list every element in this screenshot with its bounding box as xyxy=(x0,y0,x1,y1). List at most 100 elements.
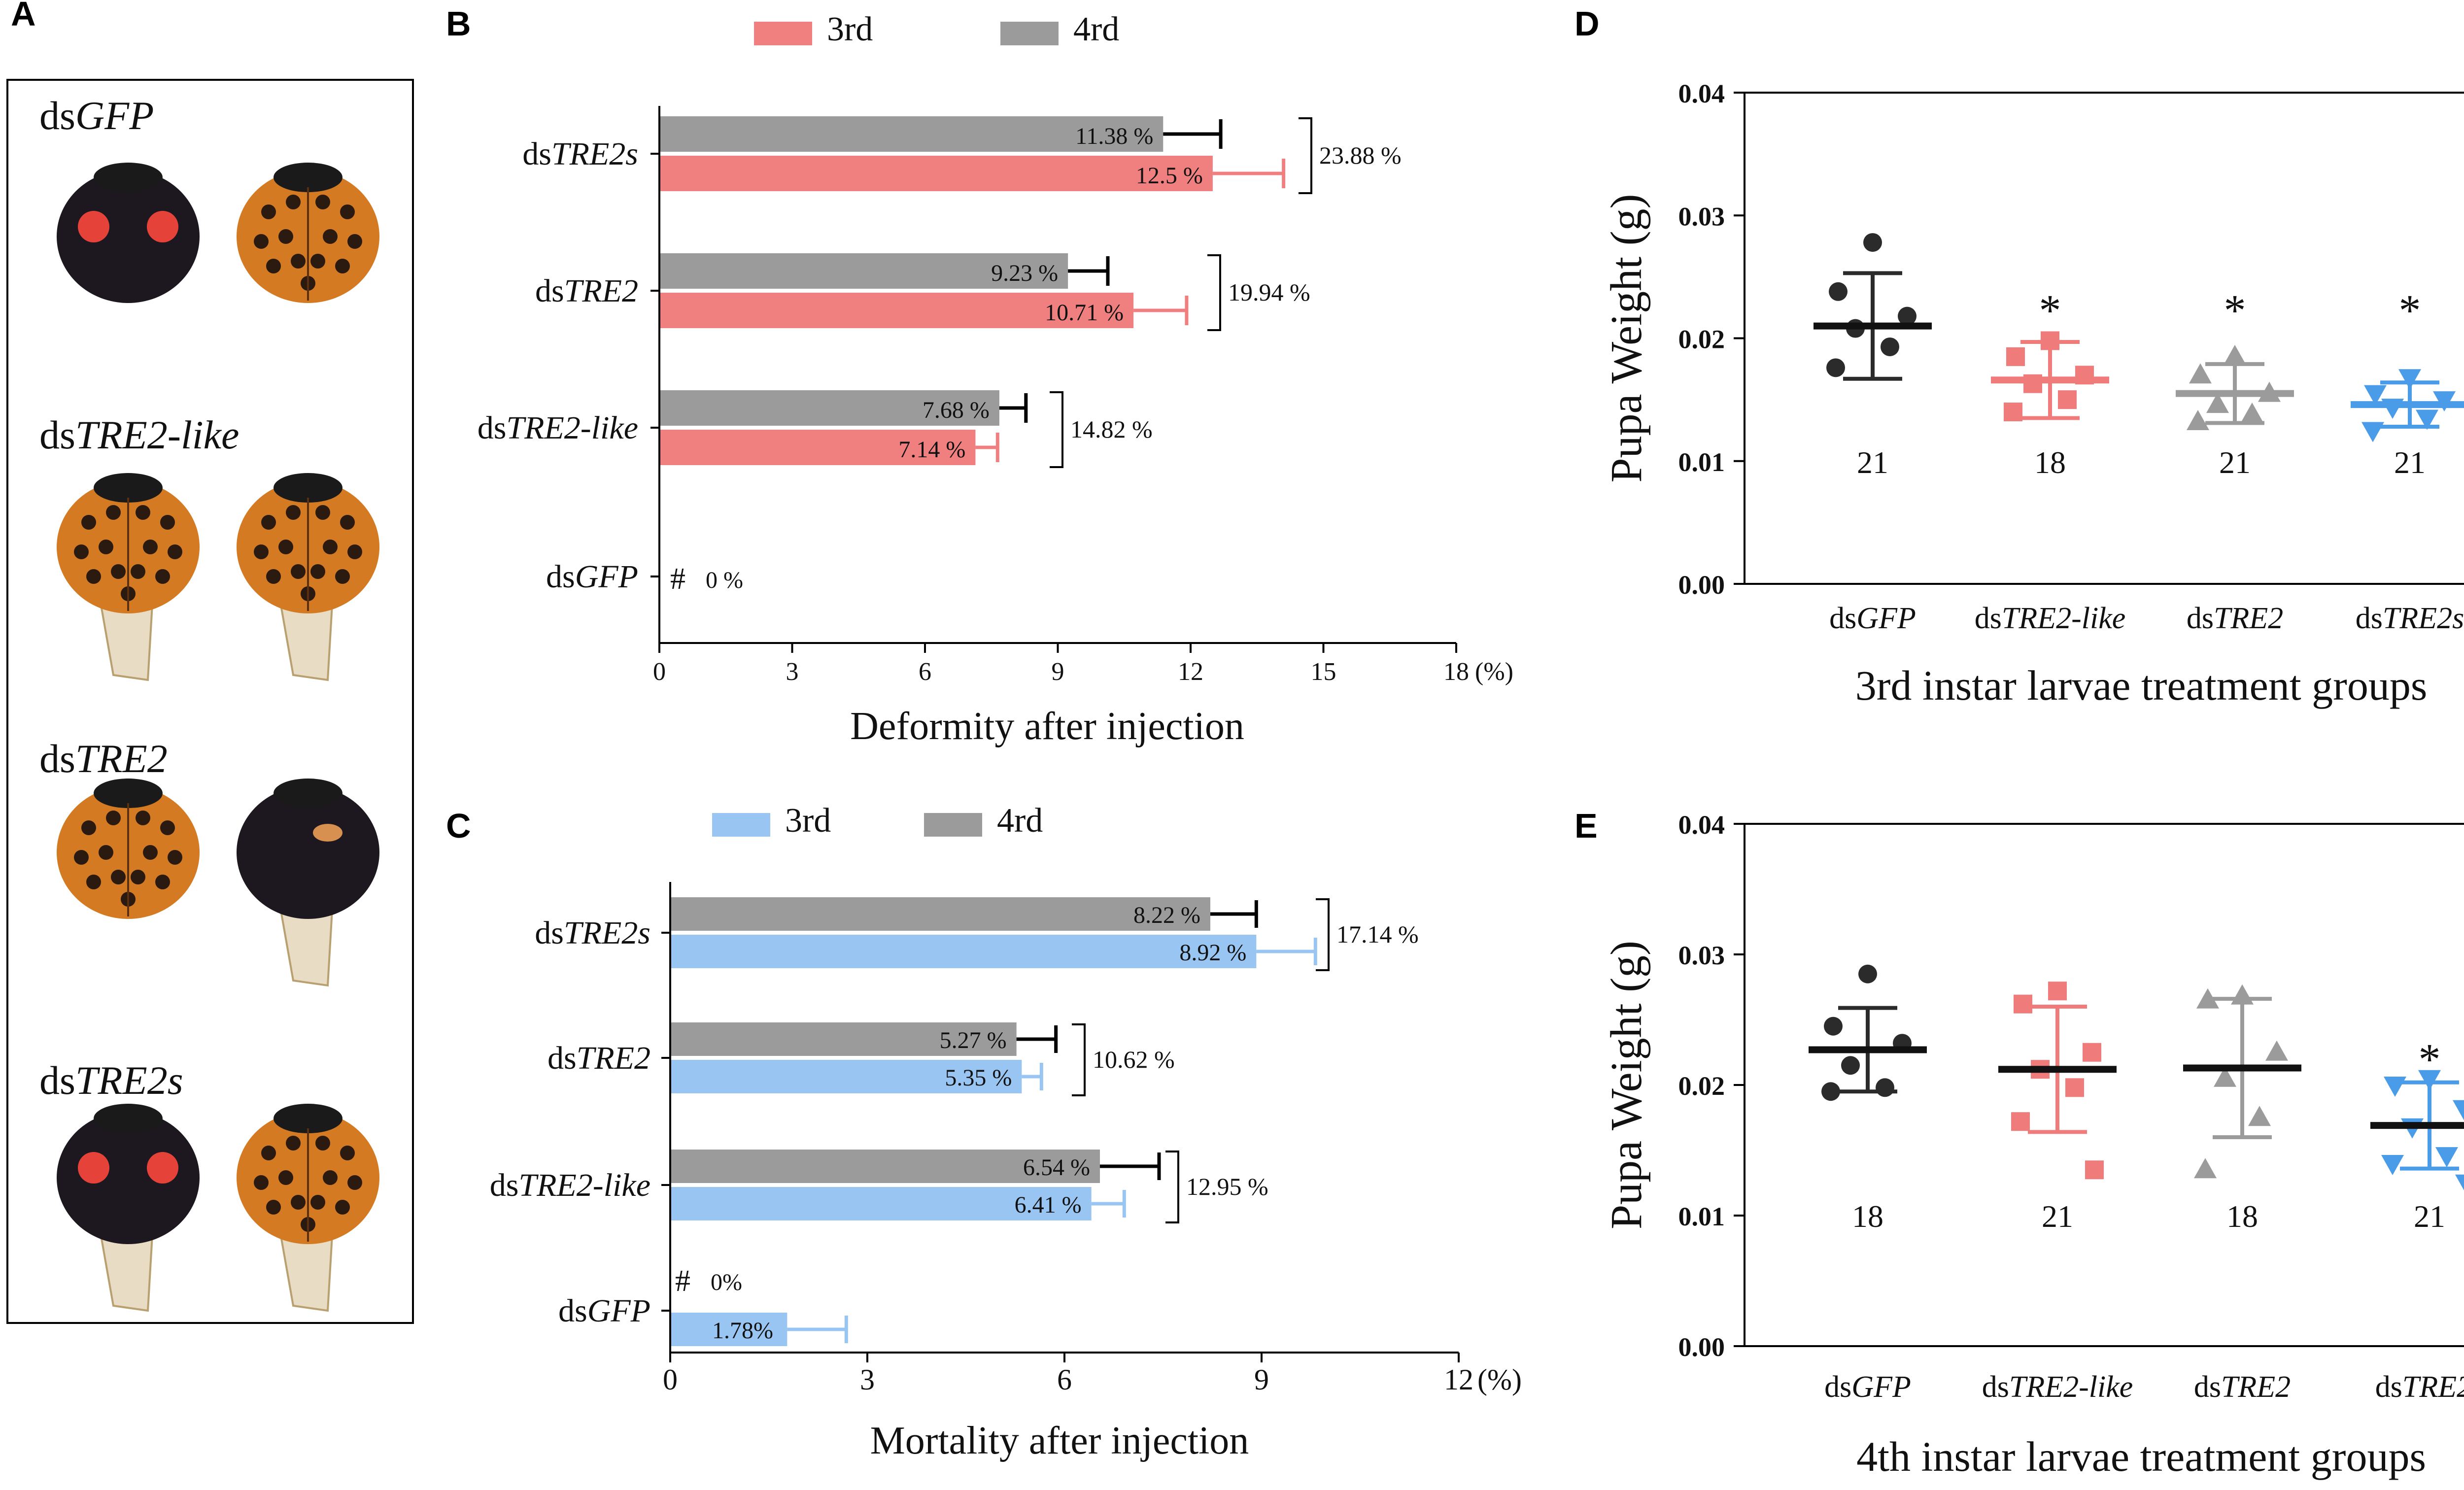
plot-frame xyxy=(1744,823,2464,1347)
data-point-triangle-down xyxy=(2416,409,2438,430)
data-point-triangle xyxy=(2224,344,2246,365)
black-spot xyxy=(111,870,126,884)
category-prefix: ds xyxy=(2356,602,2383,635)
ladybird-image-3-1 xyxy=(237,1104,379,1312)
data-point-circle xyxy=(1898,306,1916,326)
black-spot xyxy=(136,811,150,825)
data-point-square xyxy=(2041,331,2059,350)
data-point-triangle-down xyxy=(2435,1147,2458,1168)
bar-value-label: 6.54 % xyxy=(1023,1154,1090,1181)
category-gene: TRE2 xyxy=(577,1040,650,1076)
black-spot xyxy=(291,254,306,269)
ladybird-head xyxy=(94,473,163,503)
zero-marker: # xyxy=(675,1264,690,1298)
panel-a-frame xyxy=(6,79,414,1324)
black-spot xyxy=(323,229,338,244)
red-spot xyxy=(78,211,109,242)
category-label: dsTRE2s xyxy=(535,915,650,951)
ladybird-image-0-1 xyxy=(237,163,379,303)
category-gene: TRE2s xyxy=(551,136,638,172)
black-spot xyxy=(155,569,170,584)
data-point-triangle xyxy=(2214,1066,2236,1087)
data-point-square xyxy=(2085,1160,2104,1180)
category-gene: TRE2-like xyxy=(518,1167,650,1203)
x-axis-title: 4th instar larvae treatment groups xyxy=(1856,1433,2426,1480)
total-bracket xyxy=(1299,117,1312,194)
black-spot xyxy=(266,1200,281,1215)
category-prefix: ds xyxy=(39,412,75,457)
sample-size-label: 18 xyxy=(2226,1199,2258,1234)
data-point-circle xyxy=(1824,1016,1843,1036)
x-tick-label: 3 xyxy=(786,658,799,686)
black-spot xyxy=(131,564,145,579)
black-spot xyxy=(261,204,276,219)
x-tick-label: 15 xyxy=(1311,658,1336,686)
category-label: dsTRE2s xyxy=(2375,1370,2464,1404)
black-spot xyxy=(81,820,96,835)
total-bracket xyxy=(1165,1151,1179,1223)
total-label: 12.95 % xyxy=(1186,1173,1268,1200)
panel-label-d: D xyxy=(1574,4,1600,43)
legend-label-4rd: 4rd xyxy=(997,802,1043,840)
ladybird-head xyxy=(274,163,342,192)
category-prefix: ds xyxy=(535,915,564,951)
panel-a-label-3: dsTRE2s xyxy=(39,1058,183,1103)
y-tick-label: 0.01 xyxy=(1678,1202,1725,1231)
black-spot xyxy=(266,569,281,584)
black-spot xyxy=(340,515,355,530)
sample-size-label: 18 xyxy=(2034,445,2066,480)
category-label: dsTRE2 xyxy=(2187,602,2283,635)
data-point-circle xyxy=(1881,337,1899,356)
data-point-triangle-down xyxy=(2381,1155,2404,1175)
bar-3rd xyxy=(670,1060,1022,1093)
x-tick-label: 9 xyxy=(1052,658,1064,686)
category-label: dsTRE2 xyxy=(535,273,638,309)
black-spot xyxy=(310,254,325,269)
category-label: dsTRE2 xyxy=(548,1040,650,1076)
category-label: dsGFP xyxy=(546,559,638,595)
data-point-triangle xyxy=(2196,988,2219,1009)
black-spot xyxy=(143,540,158,554)
ladybird-head xyxy=(94,1104,163,1133)
black-spot xyxy=(278,229,293,244)
category-prefix: ds xyxy=(546,559,575,595)
black-spot xyxy=(340,1146,355,1160)
pale-patch xyxy=(313,824,342,842)
black-spot xyxy=(323,1170,338,1185)
black-spot xyxy=(74,850,89,865)
black-spot xyxy=(106,811,121,825)
legend-swatch-4rd xyxy=(924,813,982,837)
y-tick-label: 0.01 xyxy=(1678,447,1725,477)
sample-size-label: 21 xyxy=(2394,445,2426,480)
category-prefix: ds xyxy=(2194,1370,2221,1404)
bar-3rd xyxy=(670,935,1257,968)
category-gene: TRE2 xyxy=(564,273,638,309)
y-axis-title: Pupa Weight (g) xyxy=(1602,194,1651,482)
black-spot xyxy=(310,564,325,579)
data-point-triangle xyxy=(2194,1158,2217,1179)
bar-3rd xyxy=(670,1313,787,1346)
category-gene: TRE2-like xyxy=(506,410,638,446)
bar-4rd xyxy=(670,1150,1100,1183)
data-point-triangle xyxy=(2248,1106,2271,1126)
category-gene: TRE2s xyxy=(564,915,650,951)
data-point-circle xyxy=(1826,358,1845,377)
category-gene: TRE2 xyxy=(75,736,168,781)
total-bracket xyxy=(1050,391,1063,468)
black-spot xyxy=(131,870,145,884)
ladybird-body xyxy=(57,1111,200,1244)
data-point-triangle-down xyxy=(2361,422,2384,442)
bar-value-label: 12.5 % xyxy=(1136,163,1203,189)
x-tick-label: 12 xyxy=(1444,1363,1473,1396)
y-tick-label: 0.03 xyxy=(1678,941,1725,970)
category-label: dsGFP xyxy=(558,1293,650,1329)
category-gene: GFP xyxy=(587,1293,650,1329)
bar-4rd xyxy=(670,1022,1017,1056)
category-prefix: ds xyxy=(522,136,551,172)
black-spot xyxy=(286,195,301,209)
ladybird-head xyxy=(274,779,342,808)
sample-size-label: 21 xyxy=(1857,445,1888,480)
